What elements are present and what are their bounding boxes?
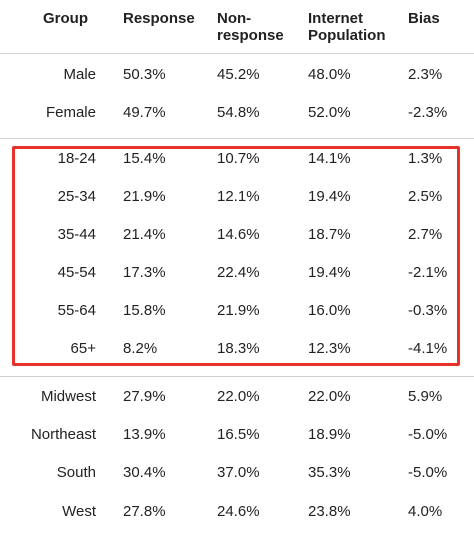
cell-nonresponse: 10.7% — [217, 150, 260, 167]
table-row: 65+ 8.2% 18.3% 12.3% -4.1% — [0, 330, 474, 368]
header-nonresponse-line1: Non- — [217, 10, 252, 27]
cell-internet: 35.3% — [308, 464, 351, 481]
cell-bias: -2.1% — [408, 264, 448, 281]
section-divider-gender — [0, 138, 474, 139]
cell-nonresponse: 45.2% — [217, 66, 260, 83]
cell-nonresponse: 16.5% — [217, 426, 260, 443]
cell-response: 27.9% — [123, 388, 166, 405]
header-group: Group — [43, 10, 88, 27]
cell-group: 65+ — [70, 340, 96, 357]
cell-group: Midwest — [40, 388, 96, 405]
table-row: Midwest 27.9% 22.0% 22.0% 5.9% — [0, 378, 474, 416]
header-bias: Bias — [408, 10, 440, 27]
cell-response: 21.9% — [123, 188, 166, 205]
header-response: Response — [123, 10, 195, 27]
header-divider — [0, 53, 474, 54]
table-row: Female 49.7% 54.8% 52.0% -2.3% — [0, 94, 474, 132]
cell-group: 25-34 — [57, 188, 96, 205]
section-divider-age — [0, 376, 474, 377]
header-internet-line1: Internet — [308, 10, 364, 27]
cell-bias: 2.5% — [408, 188, 443, 205]
cell-nonresponse: 22.4% — [217, 264, 260, 281]
table-row: 45-54 17.3% 22.4% 19.4% -2.1% — [0, 254, 474, 292]
cell-group: South — [56, 464, 96, 481]
table-row: South 30.4% 37.0% 35.3% -5.0% — [0, 454, 474, 492]
cell-internet: 23.8% — [308, 503, 351, 520]
cell-bias: -5.0% — [408, 426, 448, 443]
cell-bias: 2.3% — [408, 66, 443, 83]
cell-internet: 14.1% — [308, 150, 351, 167]
cell-internet: 18.7% — [308, 226, 351, 243]
cell-internet: 22.0% — [308, 388, 351, 405]
header-internet-line2: Population — [308, 27, 386, 44]
header-nonresponse-line2: response — [217, 27, 284, 44]
cell-internet: 16.0% — [308, 302, 351, 319]
cell-nonresponse: 37.0% — [217, 464, 260, 481]
cell-internet: 52.0% — [308, 104, 351, 121]
cell-bias: -0.3% — [408, 302, 448, 319]
cell-group: Northeast — [30, 426, 96, 443]
cell-group: 55-64 — [57, 302, 96, 319]
table-header: Group Response Non- response Internet Po… — [0, 0, 474, 52]
table-row: 18-24 15.4% 10.7% 14.1% 1.3% — [0, 140, 474, 178]
cell-nonresponse: 54.8% — [217, 104, 260, 121]
cell-bias: 4.0% — [408, 503, 443, 520]
cell-group: 18-24 — [57, 150, 96, 167]
cell-internet: 12.3% — [308, 340, 351, 357]
table-row: 25-34 21.9% 12.1% 19.4% 2.5% — [0, 178, 474, 216]
cell-group: 45-54 — [57, 264, 96, 281]
table-row: Male 50.3% 45.2% 48.0% 2.3% — [0, 56, 474, 94]
table-row: 55-64 15.8% 21.9% 16.0% -0.3% — [0, 292, 474, 330]
cell-response: 17.3% — [123, 264, 166, 281]
cell-internet: 18.9% — [308, 426, 351, 443]
cell-nonresponse: 18.3% — [217, 340, 260, 357]
cell-response: 15.4% — [123, 150, 166, 167]
cell-bias: 1.3% — [408, 150, 443, 167]
cell-nonresponse: 24.6% — [217, 503, 260, 520]
cell-response: 13.9% — [123, 426, 166, 443]
table-row: 35-44 21.4% 14.6% 18.7% 2.7% — [0, 216, 474, 254]
cell-bias: 5.9% — [408, 388, 443, 405]
cell-group: Female — [45, 104, 96, 121]
table-row: West 27.8% 24.6% 23.8% 4.0% — [0, 493, 474, 531]
table-row: Northeast 13.9% 16.5% 18.9% -5.0% — [0, 416, 474, 454]
age-highlight-box — [12, 146, 460, 366]
cell-group: Male — [63, 66, 96, 83]
cell-internet: 19.4% — [308, 264, 351, 281]
cell-nonresponse: 22.0% — [217, 388, 260, 405]
cell-response: 8.2% — [123, 340, 158, 357]
cell-internet: 19.4% — [308, 188, 351, 205]
cell-group: West — [62, 503, 96, 520]
cell-bias: -2.3% — [408, 104, 448, 121]
cell-response: 15.8% — [123, 302, 166, 319]
cell-bias: 2.7% — [408, 226, 443, 243]
cell-response: 49.7% — [123, 104, 166, 121]
cell-response: 30.4% — [123, 464, 166, 481]
cell-group: 35-44 — [57, 226, 96, 243]
cell-internet: 48.0% — [308, 66, 351, 83]
cell-nonresponse: 12.1% — [217, 188, 260, 205]
cell-bias: -4.1% — [408, 340, 448, 357]
cell-response: 21.4% — [123, 226, 166, 243]
cell-response: 50.3% — [123, 66, 166, 83]
cell-nonresponse: 14.6% — [217, 226, 260, 243]
cell-bias: -5.0% — [408, 464, 448, 481]
cell-nonresponse: 21.9% — [217, 302, 260, 319]
cell-response: 27.8% — [123, 503, 166, 520]
